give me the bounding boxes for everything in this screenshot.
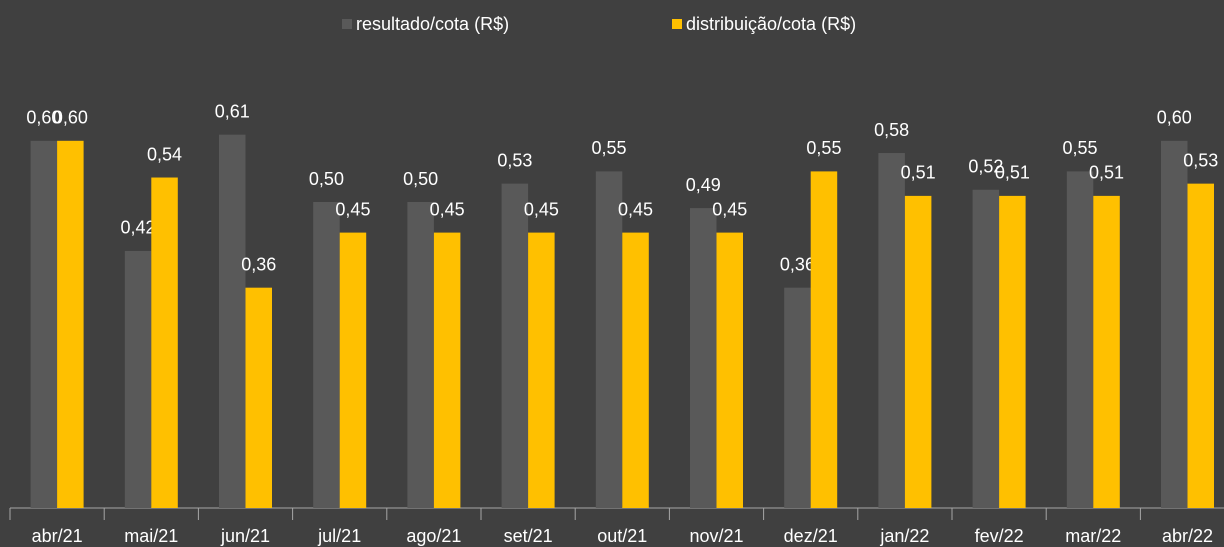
x-tick-label: jul/21 — [317, 526, 361, 546]
value-label: 0,50 — [309, 169, 344, 189]
bar — [124, 250, 152, 508]
value-label: 0,51 — [1089, 163, 1124, 183]
bar — [151, 177, 178, 508]
x-tick-label: jan/22 — [879, 526, 929, 546]
bar — [810, 171, 838, 508]
bar — [999, 195, 1026, 508]
value-label: 0,50 — [403, 169, 438, 189]
bar — [339, 232, 367, 508]
value-label: 0,45 — [335, 199, 370, 219]
value-label: 0,42 — [121, 218, 156, 238]
legend-swatch — [672, 19, 682, 29]
value-label: 0,51 — [995, 163, 1030, 183]
x-tick-label: out/21 — [597, 526, 647, 546]
value-label: 0,55 — [1063, 138, 1098, 158]
x-tick-label: mai/21 — [124, 526, 178, 546]
bar — [595, 171, 623, 508]
x-tick-label: fev/22 — [975, 526, 1024, 546]
bar — [784, 287, 811, 508]
bar — [1066, 171, 1094, 508]
bar — [219, 134, 246, 508]
value-label: 0,45 — [524, 199, 559, 219]
bar — [1161, 140, 1188, 509]
value-label: 0,55 — [806, 138, 841, 158]
value-label: 0,53 — [1183, 150, 1218, 170]
value-label: 0,60 — [1157, 108, 1192, 128]
value-label: 0,49 — [686, 175, 721, 195]
bar — [313, 202, 340, 508]
bar — [528, 232, 555, 508]
bar — [878, 153, 905, 509]
bar — [972, 189, 1000, 508]
bar — [433, 232, 461, 508]
value-label: 0,45 — [430, 199, 465, 219]
bar — [1093, 195, 1120, 508]
bar — [904, 195, 932, 508]
value-label: 0,53 — [497, 150, 532, 170]
bar — [407, 202, 434, 508]
bar — [690, 208, 717, 508]
value-label: 0,60 — [26, 108, 61, 128]
bar — [57, 140, 84, 509]
x-tick-label: ago/21 — [406, 526, 461, 546]
legend-swatch — [342, 19, 352, 29]
value-label: 0,58 — [874, 120, 909, 140]
bar — [622, 232, 649, 508]
value-label: 0,61 — [215, 101, 250, 121]
value-label: 0,54 — [147, 144, 182, 164]
bar — [30, 140, 58, 509]
value-label: 0,55 — [592, 138, 627, 158]
x-tick-label: abr/21 — [32, 526, 83, 546]
legend-label: distribuição/cota (R$) — [686, 14, 856, 34]
value-label: 0,51 — [901, 163, 936, 183]
value-label: 0,45 — [712, 199, 747, 219]
value-label: 0,45 — [618, 199, 653, 219]
bar — [245, 287, 272, 508]
x-tick-label: mar/22 — [1065, 526, 1121, 546]
x-tick-label: jun/21 — [220, 526, 270, 546]
bar — [501, 183, 529, 508]
x-tick-label: dez/21 — [784, 526, 838, 546]
legend-label: resultado/cota (R$) — [356, 14, 509, 34]
value-label: 0,52 — [968, 157, 1003, 177]
value-label: 0,36 — [780, 254, 815, 274]
value-label: 0,60 — [53, 108, 88, 128]
x-tick-label: abr/22 — [1162, 526, 1213, 546]
x-tick-label: set/21 — [504, 526, 553, 546]
x-tick-label: nov/21 — [689, 526, 743, 546]
value-label: 0,36 — [241, 254, 276, 274]
bar — [1187, 183, 1214, 508]
bar — [716, 232, 743, 508]
